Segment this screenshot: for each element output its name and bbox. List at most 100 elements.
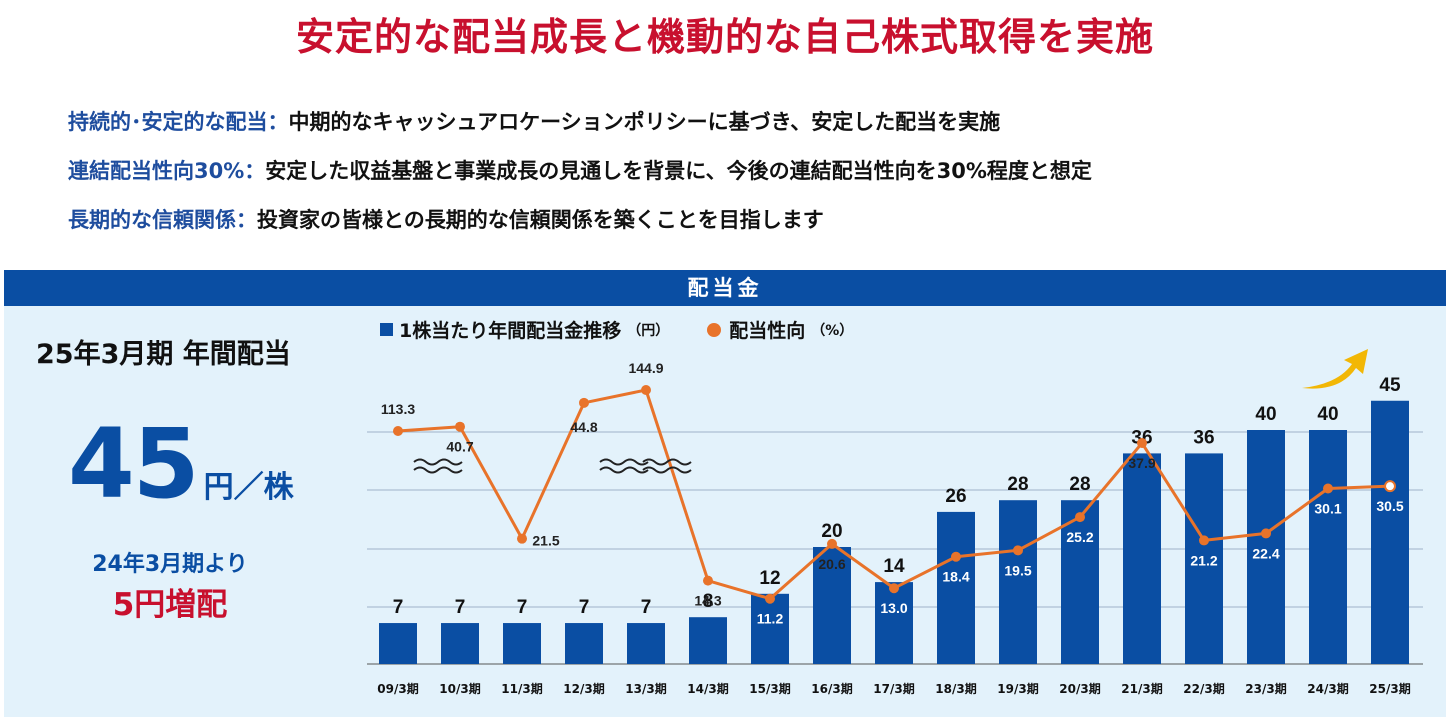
bar xyxy=(999,500,1037,664)
policy-list: 持続的･安定的な配当：中期的なキャッシュアロケーションポリシーに基づき、安定した… xyxy=(68,106,1092,253)
payout-ratio-point xyxy=(1013,545,1023,556)
bar-value-label: 8 xyxy=(703,591,714,612)
category-label: 14/3期 xyxy=(687,681,728,696)
summary-value: 45 xyxy=(68,408,200,520)
payout-ratio-point xyxy=(1323,483,1333,494)
bar xyxy=(1123,453,1161,664)
payout-ratio-label: 11.2 xyxy=(757,611,784,627)
bar-value-label: 40 xyxy=(1317,404,1338,425)
policy-item: 長期的な信頼関係：投資家の皆様との長期的な信頼関係を築くことを目指します xyxy=(68,204,1092,253)
policy-label: 持続的･安定的な配当： xyxy=(68,110,289,134)
bar-value-label: 36 xyxy=(1131,427,1152,448)
bar-value-label: 36 xyxy=(1193,427,1214,448)
category-label: 25/3期 xyxy=(1369,681,1410,696)
legend-line-swatch xyxy=(707,322,722,337)
payout-ratio-label: 30.1 xyxy=(1314,501,1341,517)
category-label: 10/3期 xyxy=(439,681,480,696)
category-label: 24/3期 xyxy=(1307,681,1348,696)
category-label: 15/3期 xyxy=(749,681,790,696)
bar-value-label: 45 xyxy=(1379,375,1401,396)
bar xyxy=(1371,400,1409,664)
payout-ratio-label: 18.4 xyxy=(942,569,969,585)
legend-bar-swatch xyxy=(380,323,393,336)
policy-text: 安定した収益基盤と事業成長の見通しを背景に、今後の連結配当性向を30%程度と想定 xyxy=(265,159,1092,183)
payout-ratio-label: 144.9 xyxy=(628,360,663,376)
category-label: 13/3期 xyxy=(625,681,666,696)
axis-break-mark xyxy=(413,466,463,474)
summary-increase: 5円増配 xyxy=(112,587,228,623)
payout-ratio-label: 21.5 xyxy=(532,533,559,549)
payout-ratio-label: 21.2 xyxy=(1190,552,1217,568)
payout-ratio-point xyxy=(827,538,837,549)
bar-value-label: 26 xyxy=(945,486,966,507)
bar-value-label: 7 xyxy=(579,597,590,618)
payout-ratio-label: 19.5 xyxy=(1004,562,1031,578)
chart-legend: 1株当たり年間配当金推移 （円） 配当性向 （%） xyxy=(380,316,853,343)
bar-value-label: 14 xyxy=(883,556,905,577)
legend-bar-unit: （円） xyxy=(627,322,670,339)
payout-ratio-point xyxy=(889,583,899,594)
bar xyxy=(1061,500,1099,664)
bar xyxy=(751,593,789,664)
payout-ratio-point xyxy=(1261,528,1271,539)
category-label: 17/3期 xyxy=(873,681,914,696)
category-label: 18/3期 xyxy=(935,681,976,696)
category-label: 22/3期 xyxy=(1183,681,1224,696)
payout-ratio-point xyxy=(1384,480,1396,493)
payout-ratio-label: 40.7 xyxy=(446,439,473,455)
section-banner: 配当金 xyxy=(4,270,1446,306)
payout-ratio-label: 30.5 xyxy=(1376,498,1403,514)
axis-break-mark xyxy=(599,466,649,474)
bar xyxy=(1309,430,1347,664)
payout-ratio-point xyxy=(951,551,961,562)
axis-break-mark xyxy=(413,458,463,466)
bar-value-label: 40 xyxy=(1255,404,1276,425)
bar xyxy=(937,511,975,664)
payout-ratio-point xyxy=(517,533,527,544)
category-label: 19/3期 xyxy=(997,681,1038,696)
category-label: 09/3期 xyxy=(377,681,418,696)
bar-value-label: 7 xyxy=(517,597,528,618)
axis-break-mark xyxy=(642,466,692,474)
policy-label: 長期的な信頼関係： xyxy=(68,208,257,232)
category-label: 11/3期 xyxy=(501,681,542,696)
bar-value-label: 20 xyxy=(821,521,842,542)
bar xyxy=(379,623,417,664)
bar xyxy=(441,623,479,664)
payout-ratio-point xyxy=(641,385,651,395)
category-label: 12/3期 xyxy=(563,681,604,696)
summary-unit: 円／株 xyxy=(203,470,294,505)
payout-ratio-point xyxy=(579,397,589,408)
bar-value-label: 12 xyxy=(759,568,780,589)
policy-item: 持続的･安定的な配当：中期的なキャッシュアロケーションポリシーに基づき、安定した… xyxy=(68,106,1092,155)
legend-line-label: 配当性向 xyxy=(729,320,806,342)
policy-label: 連結配当性向30%： xyxy=(68,159,266,183)
payout-ratio-label: 22.4 xyxy=(1252,545,1279,561)
policy-text: 中期的なキャッシュアロケーションポリシーに基づき、安定した配当を実施 xyxy=(288,110,1001,134)
bar-value-label: 28 xyxy=(1007,474,1028,495)
bar xyxy=(565,623,603,664)
axis-break-mark xyxy=(599,458,649,466)
policy-item: 連結配当性向30%：安定した収益基盤と事業成長の見通しを背景に、今後の連結配当性… xyxy=(68,155,1092,204)
bar xyxy=(1185,453,1223,664)
growth-arrow-icon xyxy=(1302,349,1368,389)
payout-ratio-label: 13.0 xyxy=(880,600,907,616)
payout-ratio-label: 113.3 xyxy=(381,401,415,417)
bar xyxy=(1247,430,1285,664)
payout-ratio-point xyxy=(1137,438,1147,449)
summary-amount: 45 円／株 xyxy=(68,408,294,520)
policy-text: 投資家の皆様との長期的な信頼関係を築くことを目指します xyxy=(257,208,824,232)
payout-ratio-point xyxy=(393,426,403,436)
legend-bar-label: 1株当たり年間配当金推移 xyxy=(399,320,622,342)
category-label: 20/3期 xyxy=(1059,681,1100,696)
bar-value-label: 7 xyxy=(455,597,466,618)
bar xyxy=(689,617,727,664)
summary-since: 24年3月期より xyxy=(92,552,248,577)
bar xyxy=(875,582,913,664)
payout-ratio-label: 25.2 xyxy=(1066,529,1093,545)
payout-ratio-point xyxy=(765,593,775,604)
payout-ratio-point xyxy=(455,421,465,432)
summary-title: 25年3月期 年間配当 xyxy=(36,339,291,370)
payout-ratio-label: 14.3 xyxy=(694,593,721,609)
